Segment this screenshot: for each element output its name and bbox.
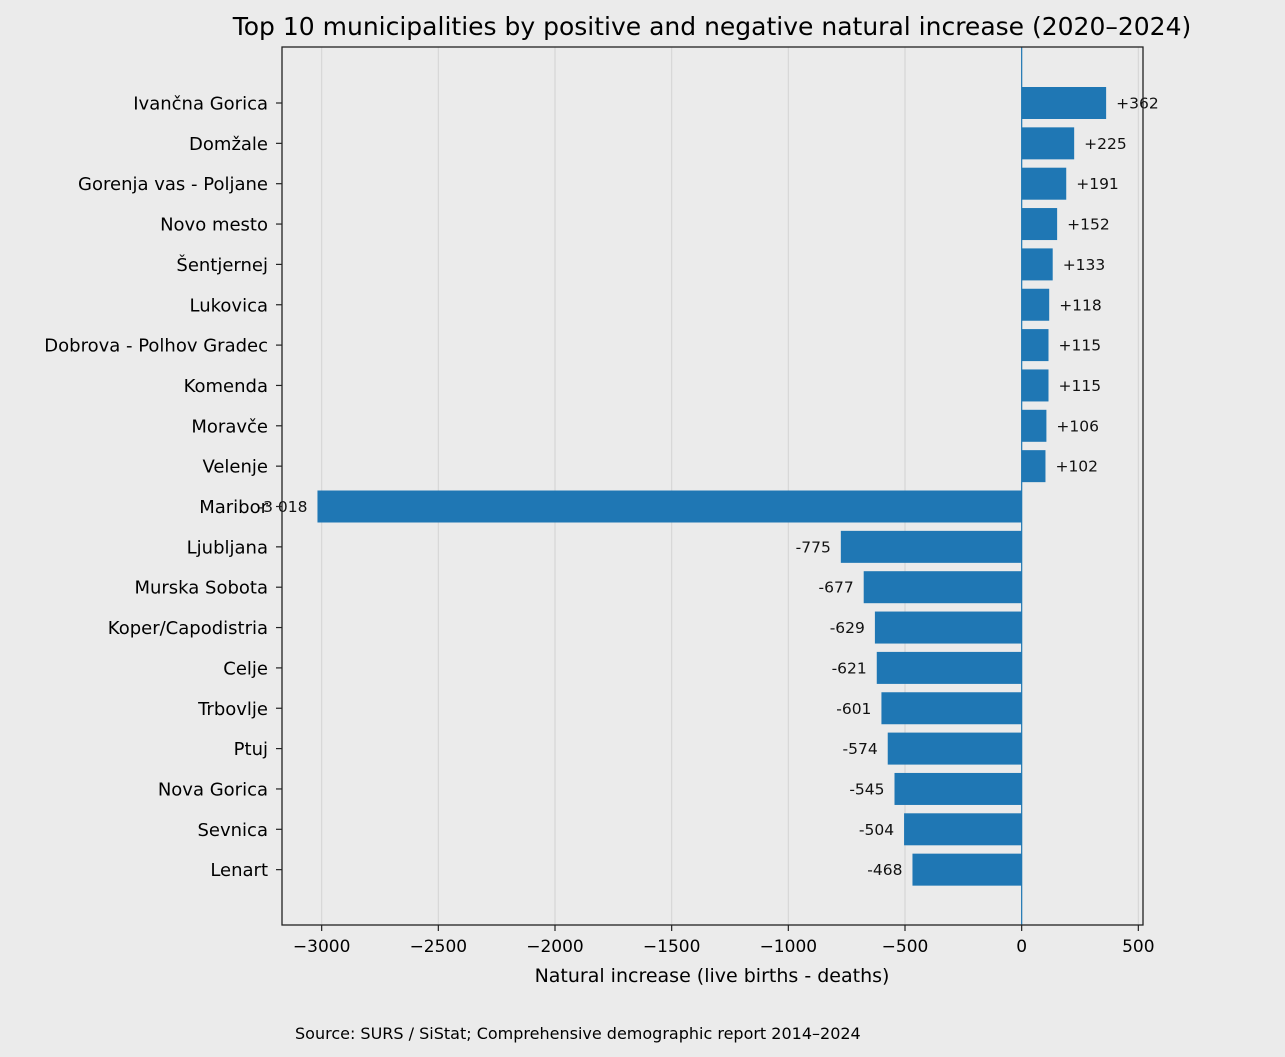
bar-value-label: +225: [1084, 135, 1127, 153]
x-axis-label: Natural increase (live births - deaths): [535, 965, 890, 987]
x-tick-label: 0: [1016, 937, 1027, 957]
bar: [1021, 87, 1107, 119]
y-axis: Ivančna Gorica Domžale Gorenja vas - Polja…: [44, 94, 282, 881]
y-tick-label: Maribor: [199, 497, 268, 518]
y-tick-label: Sevnica: [198, 820, 269, 841]
bar: [1021, 167, 1067, 200]
y-tick-label: Domžale: [189, 134, 268, 155]
chart: +362 +225 +191 +152 +133 +118 +115 +115 +106 +102…: [44, 12, 1192, 987]
chart-title: Top 10 municipalities by positive and ne…: [232, 12, 1192, 41]
x-tick-label: −1000: [760, 937, 818, 957]
value-labels: +362 +225 +191 +152 +133 +118 +115 +115 +106 +102…: [257, 95, 1158, 880]
y-tick-label: Komenda: [184, 376, 268, 397]
bar: [1021, 288, 1050, 321]
bar: [1021, 450, 1046, 483]
plot-frame: [281, 46, 1144, 926]
bar-value-label: +115: [1059, 377, 1102, 395]
y-tick-label: Lenart: [210, 860, 268, 881]
bar-value-label: +102: [1055, 458, 1098, 476]
y-tick-label: Ivančna Gorica: [133, 94, 268, 115]
y-tick-label: Trbovlje: [197, 699, 268, 720]
bar: [881, 692, 1022, 725]
y-tick-label: Dobrova - Polhov Gradec: [44, 336, 268, 357]
y-tick-label: Nova Gorica: [158, 779, 268, 800]
source-note: Source: SURS / SiStat; Comprehensive dem…: [295, 1024, 861, 1043]
x-tick-label: −3000: [293, 937, 351, 957]
bar: [1021, 248, 1053, 281]
bar-value-label: +362: [1116, 95, 1159, 113]
y-tick-label: Velenje: [202, 457, 268, 478]
y-tick-label: Celje: [223, 658, 268, 679]
bar-value-label: +133: [1063, 256, 1106, 274]
bar: [317, 490, 1022, 523]
bar: [1021, 329, 1049, 362]
bar: [1021, 208, 1058, 241]
bar: [1021, 369, 1049, 402]
bar-value-label: -574: [843, 740, 878, 758]
bar-value-label: -601: [836, 700, 871, 718]
bar: [894, 772, 1022, 805]
bar: [1021, 127, 1075, 160]
bar-value-label: -468: [867, 861, 902, 879]
y-tick-label: Koper/Capodistria: [108, 618, 268, 639]
bar-value-label: -677: [819, 579, 854, 597]
bar-value-label: -545: [849, 780, 884, 798]
bar: [904, 813, 1022, 846]
y-tick-label: Murska Sobota: [134, 578, 268, 599]
x-axis: −3000 −2500 −2000 −1500 −1000 −500 0 500: [293, 925, 1155, 957]
bar: [863, 571, 1022, 604]
bars: [317, 87, 1107, 886]
bar: [1021, 409, 1047, 442]
bar: [840, 530, 1022, 563]
x-tick-label: −500: [882, 937, 929, 957]
bar-value-label: +118: [1059, 296, 1102, 314]
bar-value-label: +115: [1059, 337, 1102, 355]
bar: [887, 732, 1022, 765]
bar-value-label: -621: [832, 659, 867, 677]
y-tick-label: Gorenja vas - Poljane: [78, 174, 268, 195]
bar-value-label: -775: [796, 538, 831, 556]
bar-value-label: +106: [1056, 417, 1099, 435]
x-tick-label: 500: [1122, 937, 1154, 957]
x-tick-label: −2000: [526, 937, 584, 957]
bar-value-label: -629: [830, 619, 865, 637]
x-tick-label: −1500: [643, 937, 701, 957]
bar-value-label: +152: [1067, 216, 1110, 234]
y-tick-label: Novo mesto: [160, 215, 268, 236]
y-tick-label: Ptuj: [234, 739, 268, 760]
bar-value-label: +191: [1076, 175, 1119, 193]
bar-value-label: -504: [859, 821, 894, 839]
y-tick-label: Šentjernej: [176, 254, 268, 276]
bar: [876, 651, 1022, 684]
y-tick-label: Moravče: [191, 416, 268, 437]
y-tick-label: Lukovica: [190, 295, 269, 316]
bar: [874, 611, 1022, 644]
y-tick-label: Ljubljana: [187, 537, 268, 558]
x-tick-label: −2500: [410, 937, 468, 957]
bar: [912, 853, 1022, 886]
